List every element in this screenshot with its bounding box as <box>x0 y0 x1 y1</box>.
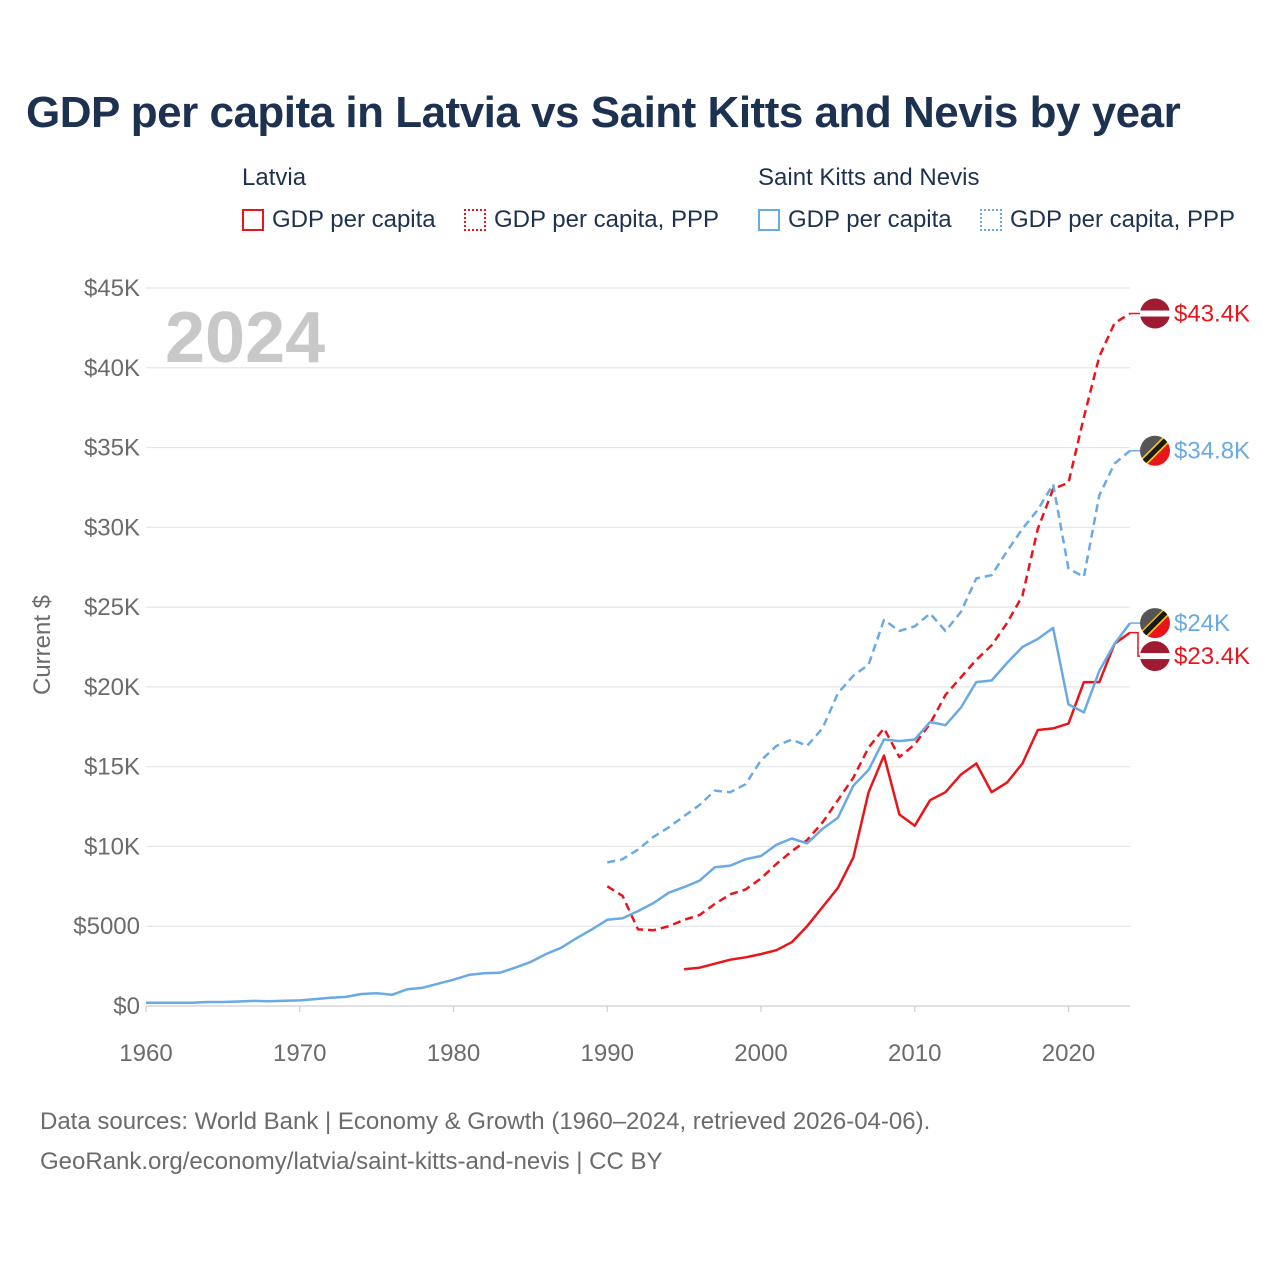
legend-item-skn-ppp[interactable]: GDP per capita, PPP <box>980 206 1235 234</box>
legend-swatch-skn-ppp <box>980 209 1002 231</box>
legend-label-skn-ppp: GDP per capita, PPP <box>1010 206 1235 233</box>
legend-group-skn: Saint Kitts and Nevis <box>758 164 980 191</box>
saint-kitts-flag-icon <box>1140 608 1170 639</box>
legend-item-latvia-gdp[interactable]: GDP per capita <box>242 206 436 234</box>
legend-swatch-latvia-gdp <box>242 209 264 231</box>
y-tick-label: $5000 <box>73 913 140 940</box>
x-tick-label: 2020 <box>1042 1040 1095 1067</box>
end-value-label: $43.4K <box>1174 301 1250 328</box>
y-tick-label: $40K <box>84 355 140 382</box>
y-tick-label: $45K <box>84 275 140 302</box>
y-tick-label: $35K <box>84 435 140 462</box>
series-line-1[interactable] <box>606 312 1131 932</box>
y-tick-label: $0 <box>113 993 140 1020</box>
y-tick-label: $30K <box>84 514 140 541</box>
legend-swatch-skn-gdp <box>758 209 780 231</box>
year-watermark: 2024 <box>165 298 325 378</box>
y-axis-label: Current $ <box>29 595 56 695</box>
series-line-2[interactable] <box>146 622 1132 1005</box>
x-tick-label: 1970 <box>273 1040 326 1067</box>
latvia-flag-icon <box>1140 298 1170 329</box>
footer-credit[interactable]: GeoRank.org/economy/latvia/saint-kitts-a… <box>40 1148 663 1175</box>
series-line-3[interactable] <box>607 449 1131 864</box>
latvia-flag-stripe <box>1140 653 1170 660</box>
y-tick-label: $20K <box>84 674 140 701</box>
x-tick-label: 1990 <box>581 1040 634 1067</box>
end-value-label: $24K <box>1174 610 1230 637</box>
end-value-label: $23.4K <box>1174 643 1250 670</box>
series-line-0[interactable] <box>683 631 1131 971</box>
y-tick-label: $10K <box>84 833 140 860</box>
legend-swatch-latvia-ppp <box>464 209 486 231</box>
saint-kitts-flag-icon <box>1140 435 1170 466</box>
end-connector <box>1130 631 1141 657</box>
y-tick-label: $15K <box>84 754 140 781</box>
x-tick-label: 2000 <box>734 1040 787 1067</box>
legend-label-latvia-ppp: GDP per capita, PPP <box>494 206 719 233</box>
legend-label-latvia-gdp: GDP per capita <box>272 206 436 233</box>
saint-kitts-flag-disc <box>1140 608 1170 639</box>
x-tick-label: 2010 <box>888 1040 941 1067</box>
footer-sources: Data sources: World Bank | Economy & Gro… <box>40 1108 931 1135</box>
legend-group-latvia: Latvia <box>242 164 307 191</box>
legend-item-skn-gdp[interactable]: GDP per capita <box>758 206 952 234</box>
latvia-flag-stripe <box>1140 310 1170 317</box>
end-value-label: $34.8K <box>1174 438 1250 465</box>
y-tick-label: $25K <box>84 594 140 621</box>
x-tick-label: 1960 <box>119 1040 172 1067</box>
legend-label-skn-gdp: GDP per capita <box>788 206 952 233</box>
chart-title: GDP per capita in Latvia vs Saint Kitts … <box>26 88 1181 137</box>
x-tick-label: 1980 <box>427 1040 480 1067</box>
saint-kitts-flag-disc <box>1140 435 1170 466</box>
latvia-flag-icon <box>1140 641 1170 672</box>
legend-item-latvia-ppp[interactable]: GDP per capita, PPP <box>464 206 719 234</box>
